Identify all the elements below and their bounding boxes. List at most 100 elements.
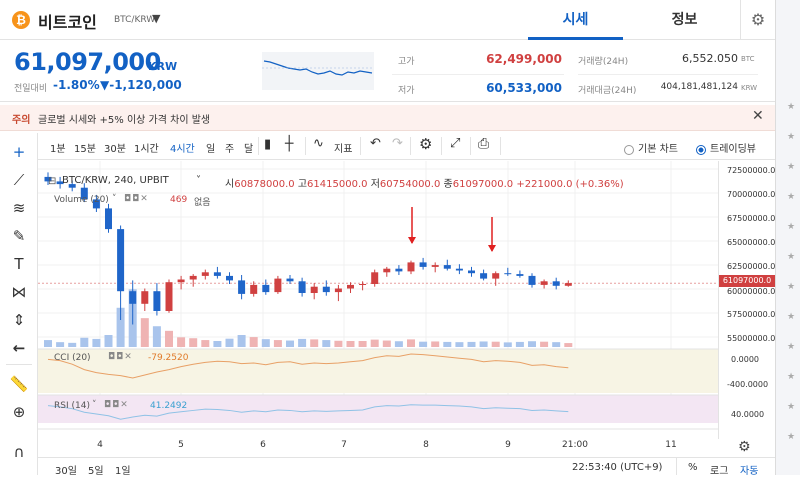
gear-icon[interactable]: ⚙ [419,135,433,153]
crosshair-icon[interactable]: + [12,143,26,161]
interval-1m[interactable]: 1분 [50,144,66,155]
range-30d[interactable]: 30일 [55,466,77,477]
range-1d[interactable]: 1일 [115,466,131,477]
log-toggle[interactable]: 로그 [710,466,729,477]
star-icon: ★ [787,252,796,262]
tradingview-radio[interactable] [696,140,706,159]
back-arrow-icon[interactable]: ← [12,339,26,357]
divider [410,137,411,155]
legend-controls-icon[interactable]: ◘◘✕ [104,400,129,410]
candle-body [455,268,463,271]
interval-1h[interactable]: 1시간 [134,144,159,155]
tradingview-label[interactable]: 트레이딩뷰 [710,144,756,155]
measure-icon[interactable]: ⇕ [12,311,26,329]
redo-icon[interactable]: ↷ [392,136,403,151]
chevron-down-icon[interactable]: ˅ [92,400,97,410]
pattern-icon[interactable]: ⋈ [11,283,27,301]
price-tick: 55000000.0 [727,334,776,343]
fib-icon[interactable]: ≋ [12,199,26,217]
interval-15m[interactable]: 15분 [74,144,96,155]
volume-bar [467,341,476,347]
star-icon: ★ [787,432,796,442]
chart-area[interactable]: 4 5 6 7 8 9 21:00 11 [38,161,718,457]
candle-body [443,265,451,269]
candle-body [177,279,185,283]
volume-bar [370,339,379,347]
candle-body [492,273,500,279]
basic-chart-radio[interactable] [624,140,634,159]
legend-controls-icon[interactable]: ◘◘✕ [124,194,149,204]
text-icon[interactable]: T [14,255,24,273]
legend-symbol[interactable]: BTC/KRW, 240, UPBIT [62,175,169,186]
volume-bar [116,307,125,347]
price-unit: KRW [148,60,178,73]
volume-legend[interactable]: Volume (20) [54,195,109,205]
chart-svg[interactable]: 4 5 6 7 8 9 21:00 11 [38,161,718,457]
indicator-button[interactable]: 지표 [334,144,353,155]
close-icon[interactable]: ✕ [752,108,764,124]
candles-icon[interactable]: ▮ [264,137,272,152]
low-value: 60754000.0 [379,179,441,190]
time-tick: 5 [178,440,184,450]
zoom-icon[interactable]: ⊕ [12,403,26,421]
interval-4h[interactable]: 4시간 [170,144,195,155]
candle-body [68,184,76,188]
gear-icon[interactable]: ⚙ [738,439,751,455]
coin-pair: BTC/KRW [114,15,156,25]
rsi-value: 41.2492 [150,401,188,411]
interval-day[interactable]: 일 [206,144,216,155]
candle-body [564,283,572,286]
candle-body [310,286,318,293]
legend-controls-icon[interactable]: ◘◘✕ [108,352,133,362]
tab-info[interactable]: 정보 [671,12,698,28]
time-tick: 21:00 [562,440,588,450]
magnet-icon[interactable]: ∩ [13,443,25,461]
rsi-legend[interactable]: RSI (14) [54,401,90,411]
trendline-icon[interactable]: ⟋ [13,171,25,189]
tab-price[interactable]: 시세 [528,0,623,40]
percent-toggle[interactable]: % [688,462,698,473]
interval-month[interactable]: 달 [244,144,254,155]
chevron-down-icon[interactable]: ˅ [112,194,117,204]
legend-collapse-icon[interactable]: ⊟ [48,176,57,187]
price-scale[interactable] [718,161,775,439]
change-value: +221000.0 (+0.36%) [516,179,624,190]
candle-body [105,208,112,230]
interval-30m[interactable]: 30분 [104,144,126,155]
candle-body [80,187,88,200]
fullscreen-icon[interactable]: ⤢ [450,136,461,151]
volume-bar [189,338,198,347]
star-icon: ★ [787,192,796,202]
volume-bar [201,340,210,347]
indicator-icon[interactable]: ∿ [313,136,324,151]
coin-name[interactable]: 비트코인 [38,13,97,32]
auto-toggle[interactable]: 자동 [740,466,759,477]
volume-bar [225,338,234,347]
candles-icon[interactable]: ┼ [285,136,294,152]
range-5d[interactable]: 5일 [88,466,104,477]
time-tick: 6 [260,440,266,450]
time-tick: 4 [97,440,103,450]
gear-icon[interactable]: ⚙ [740,0,775,40]
cci-pane [38,349,718,393]
divider [676,458,677,475]
candle-body [141,291,149,304]
chevron-down-icon[interactable]: ˅ [196,175,201,186]
ruler-icon[interactable]: 📏 [9,375,29,393]
drawing-tools [0,133,38,475]
divider [500,137,501,155]
camera-icon[interactable]: ⎙ [478,136,490,152]
price-summary [0,40,775,102]
high-label: 고가 [398,57,415,67]
undo-icon[interactable]: ↶ [370,136,381,151]
brush-icon[interactable]: ✎ [12,227,26,245]
mini-chart-line [262,60,374,76]
interval-week[interactable]: 주 [225,144,235,155]
chevron-down-icon[interactable]: ▼ [152,12,161,25]
cci-legend[interactable]: CCI (20) [54,353,91,363]
basic-chart-label[interactable]: 기본 차트 [638,144,678,155]
volume-bar [310,339,319,347]
candle-body [201,272,209,276]
rsi-line [47,404,569,420]
candle-body [395,268,403,272]
